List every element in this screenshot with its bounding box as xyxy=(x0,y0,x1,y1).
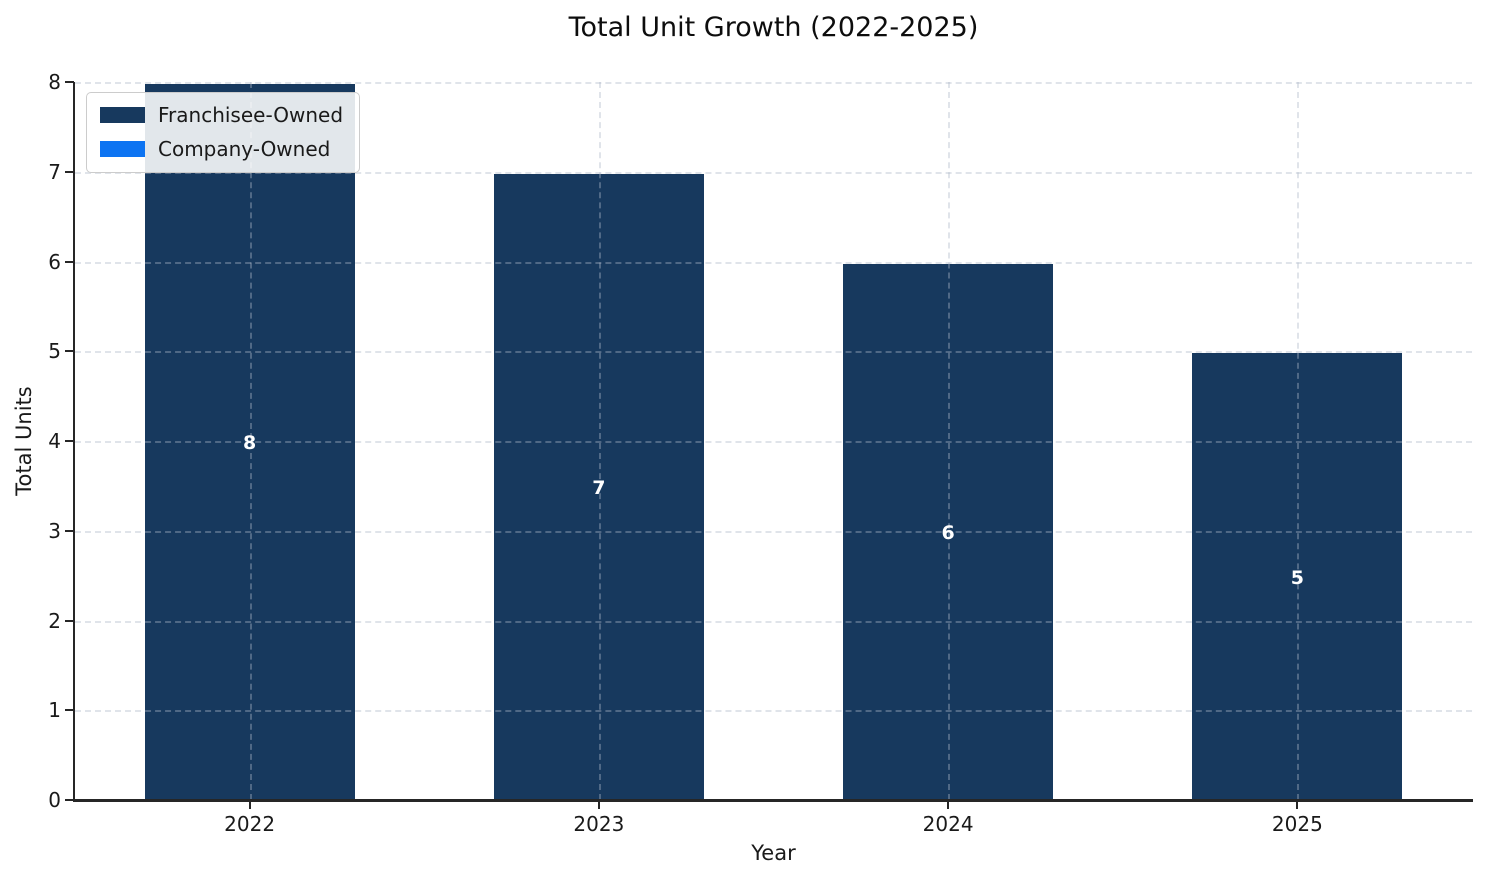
gridline-horizontal-8 xyxy=(75,82,1472,84)
y-tick-mark-3 xyxy=(65,529,74,532)
x-tick-label-2023: 2023 xyxy=(573,812,625,836)
legend-label-franchisee-owned: Franchisee-Owned xyxy=(158,103,344,127)
x-tick-label-2024: 2024 xyxy=(922,812,974,836)
legend-label-company-owned: Company-Owned xyxy=(158,137,331,161)
gridline-horizontal-6 xyxy=(75,261,1472,264)
grid-layer xyxy=(75,82,1472,800)
y-tick-mark-7 xyxy=(65,170,74,173)
x-tick-mark-2023 xyxy=(597,800,600,809)
gridline-horizontal-5 xyxy=(75,351,1472,354)
y-tick-label-6: 6 xyxy=(48,249,61,274)
bar-2025-franchisee-owned xyxy=(1192,353,1403,800)
bar-labels-layer: 8 7 6 5 xyxy=(75,82,1472,800)
gridline-horizontal-1 xyxy=(75,710,1472,713)
y-tick-label-2: 2 xyxy=(48,608,61,633)
bar-2023-franchisee-owned xyxy=(493,173,704,800)
y-tick-label-3: 3 xyxy=(48,518,61,543)
y-tick-mark-1 xyxy=(65,709,74,712)
bar-2024-franchisee-owned xyxy=(843,263,1054,800)
chart-title: Total Unit Growth (2022-2025) xyxy=(568,12,979,43)
x-tick-mark-2022 xyxy=(248,800,251,809)
bar-value-label-2025: 5 xyxy=(1290,566,1304,589)
y-tick-mark-6 xyxy=(65,260,74,263)
bar-value-label-2023: 7 xyxy=(592,476,606,499)
x-tick-label-2025: 2025 xyxy=(1271,812,1323,836)
gridline-horizontal-2 xyxy=(75,620,1472,623)
x-axis-spine xyxy=(73,799,1473,802)
x-axis-label: Year xyxy=(751,841,796,865)
y-tick-mark-0 xyxy=(65,799,74,801)
y-tick-label-7: 7 xyxy=(48,159,61,184)
y-tick-label-1: 1 xyxy=(48,698,61,723)
y-tick-mark-2 xyxy=(65,619,74,622)
gridline-horizontal-4 xyxy=(75,441,1472,443)
plot-area: 8 7 6 5 xyxy=(75,82,1472,800)
y-tick-label-5: 5 xyxy=(48,339,61,364)
legend-item-company-owned: Company-Owned xyxy=(100,137,343,161)
gridline-vertical-2022 xyxy=(249,82,252,800)
y-axis-label: Total Units xyxy=(12,386,36,496)
bar-value-label-2024: 6 xyxy=(941,521,955,544)
gridline-vertical-2024 xyxy=(948,82,951,800)
y-tick-label-0: 0 xyxy=(48,788,61,812)
x-tick-mark-2025 xyxy=(1296,800,1299,809)
legend-swatch-company-owned-icon xyxy=(100,141,145,157)
y-tick-label-4: 4 xyxy=(48,429,61,453)
y-axis-spine xyxy=(73,82,75,800)
bars-layer xyxy=(75,82,1472,800)
gridline-vertical-2023 xyxy=(598,82,601,800)
y-tick-label-8: 8 xyxy=(48,70,61,94)
x-tick-mark-2024 xyxy=(947,800,950,809)
bar-2022-franchisee-owned xyxy=(144,84,355,800)
gridline-horizontal-3 xyxy=(75,530,1472,533)
legend: Franchisee-Owned Company-Owned xyxy=(86,92,361,173)
y-tick-mark-8 xyxy=(65,81,74,83)
y-tick-mark-4 xyxy=(65,440,74,442)
legend-item-franchisee-owned: Franchisee-Owned xyxy=(100,103,343,127)
gridline-vertical-2025 xyxy=(1297,82,1300,800)
bar-value-label-2022: 8 xyxy=(243,432,257,454)
y-tick-mark-5 xyxy=(65,350,74,353)
legend-swatch-franchisee-owned-icon xyxy=(100,107,145,123)
x-tick-label-2022: 2022 xyxy=(224,812,276,836)
gridline-horizontal-7 xyxy=(75,171,1472,174)
